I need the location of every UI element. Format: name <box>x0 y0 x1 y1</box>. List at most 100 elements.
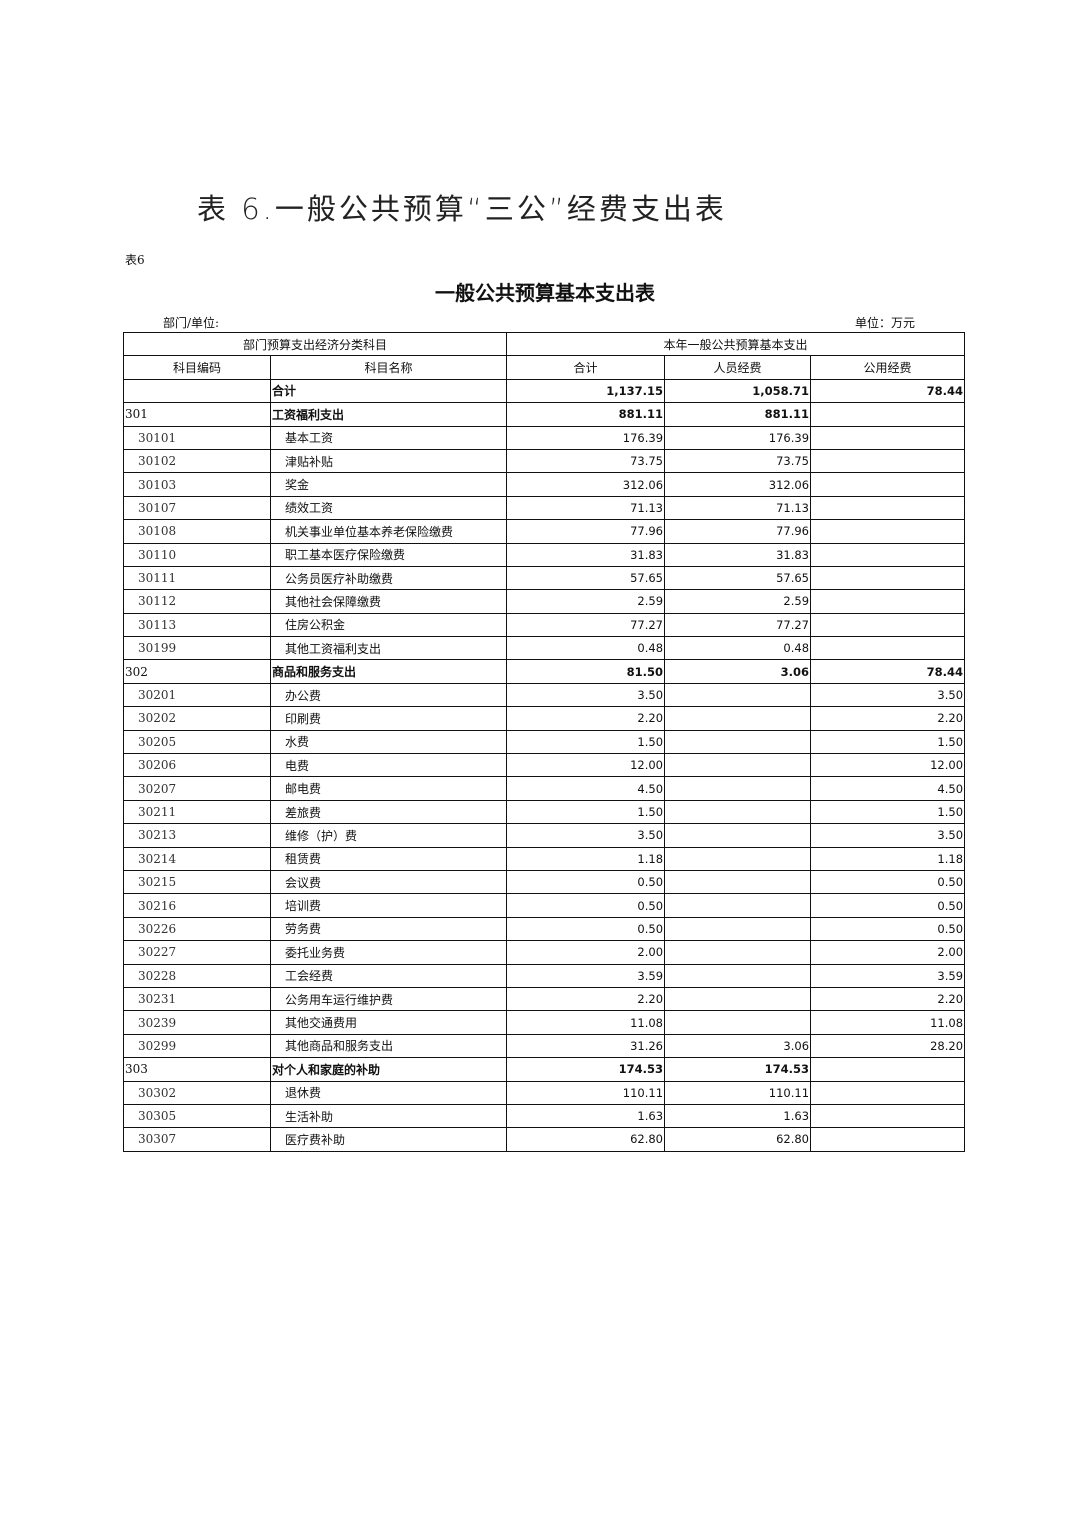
cell-personnel: 71.13 <box>664 495 812 521</box>
table-row: 30102 津贴补贴 73.75 73.75 <box>123 448 966 474</box>
cell-name: 津贴补贴 <box>269 448 508 474</box>
cell-total: 0.48 <box>506 636 666 661</box>
table-row: 30113 住房公积金 77.27 77.27 <box>123 612 966 638</box>
cell-personnel: 174.53 <box>664 1057 812 1082</box>
table-row: 30228 工会经费 3.59 3.59 <box>123 963 966 988</box>
cell-name: 商品和服务支出 <box>269 659 508 684</box>
cell-personnel <box>664 799 812 825</box>
table-row: 30231 公务用车运行维护费 2.20 2.20 <box>123 986 966 1012</box>
header-columns-row: 科目编码 科目名称 合计 人员经费 公用经费 <box>123 355 966 380</box>
cell-total: 1,137.15 <box>506 378 666 404</box>
cell-personnel: 3.06 <box>664 1033 812 1059</box>
cell-personnel <box>664 753 812 778</box>
cell-personnel <box>664 940 812 965</box>
cell-total: 2.59 <box>506 589 666 614</box>
cell-total: 62.80 <box>506 1127 666 1152</box>
cell-total: 1.50 <box>506 799 666 825</box>
cell-code: 30214 <box>123 846 271 871</box>
cell-personnel: 0.48 <box>664 636 812 661</box>
table-row: 30216 培训费 0.50 0.50 <box>123 893 966 918</box>
table-row: 30227 委托业务费 2.00 2.00 <box>123 940 966 965</box>
cell-public <box>810 1103 966 1129</box>
cell-public <box>810 636 966 661</box>
cell-personnel: 77.27 <box>664 612 812 638</box>
cell-public: 0.50 <box>810 893 966 918</box>
table-row: 301 工资福利支出 881.11 881.11 <box>123 402 966 427</box>
cell-public <box>810 472 966 497</box>
header-group-right: 本年一般公共预算基本支出 <box>506 331 966 357</box>
cell-code: 30201 <box>123 682 271 708</box>
cell-name: 其他工资福利支出 <box>269 636 508 661</box>
table-row: 30107 绩效工资 71.13 71.13 <box>123 495 966 521</box>
cell-public: 2.20 <box>810 706 966 731</box>
cell-personnel: 3.06 <box>664 659 812 684</box>
cell-public <box>810 425 966 450</box>
cell-public: 78.44 <box>810 378 966 404</box>
cell-personnel: 110.11 <box>664 1080 812 1105</box>
cell-code: 30226 <box>123 916 271 942</box>
table-row: 30103 奖金 312.06 312.06 <box>123 472 966 497</box>
cell-public <box>810 1127 966 1152</box>
cell-name: 其他社会保障缴费 <box>269 589 508 614</box>
cell-total: 881.11 <box>506 402 666 427</box>
cell-public <box>810 589 966 614</box>
cell-public: 11.08 <box>810 1010 966 1035</box>
cell-name: 培训费 <box>269 893 508 918</box>
cell-public <box>810 565 966 591</box>
cell-public: 28.20 <box>810 1033 966 1059</box>
cell-personnel <box>664 916 812 942</box>
cell-public: 3.59 <box>810 963 966 988</box>
cell-name: 生活补助 <box>269 1103 508 1129</box>
cell-personnel: 176.39 <box>664 425 812 450</box>
cell-public <box>810 402 966 427</box>
cell-personnel: 312.06 <box>664 472 812 497</box>
cell-code: 30206 <box>123 753 271 778</box>
cell-total: 4.50 <box>506 776 666 801</box>
cell-name: 绩效工资 <box>269 495 508 521</box>
cell-code: 301 <box>123 402 271 427</box>
cell-public <box>810 495 966 521</box>
cell-total: 3.59 <box>506 963 666 988</box>
cell-name: 合计 <box>269 378 508 404</box>
cell-personnel <box>664 1010 812 1035</box>
table-title: 一般公共预算基本支出表 <box>435 281 655 305</box>
cell-public <box>810 448 966 474</box>
cell-code: 30227 <box>123 940 271 965</box>
cell-personnel <box>664 729 812 755</box>
cell-name: 印刷费 <box>269 706 508 731</box>
table-row: 30307 医疗费补助 62.80 62.80 <box>123 1127 966 1152</box>
cell-public: 12.00 <box>810 753 966 778</box>
column-header-code: 科目编码 <box>123 355 271 380</box>
table-row: 合计 1,137.15 1,058.71 78.44 <box>123 378 966 404</box>
column-header-total: 合计 <box>506 355 666 380</box>
cell-public <box>810 542 966 567</box>
cell-name: 奖金 <box>269 472 508 497</box>
table-row: 30205 水费 1.50 1.50 <box>123 729 966 755</box>
cell-code: 30113 <box>123 612 271 638</box>
cell-public <box>810 519 966 544</box>
cell-personnel <box>664 682 812 708</box>
cell-code: 30102 <box>123 448 271 474</box>
table-row: 30214 租赁费 1.18 1.18 <box>123 846 966 871</box>
cell-public: 1.50 <box>810 729 966 755</box>
cell-personnel <box>664 893 812 918</box>
cell-personnel: 77.96 <box>664 519 812 544</box>
cell-personnel: 57.65 <box>664 565 812 591</box>
cell-personnel: 881.11 <box>664 402 812 427</box>
table-row: 30215 会议费 0.50 0.50 <box>123 869 966 895</box>
cell-name: 会议费 <box>269 869 508 895</box>
cell-total: 3.50 <box>506 682 666 708</box>
cell-name: 委托业务费 <box>269 940 508 965</box>
table-row: 30239 其他交通费用 11.08 11.08 <box>123 1010 966 1035</box>
cell-code: 30103 <box>123 472 271 497</box>
cell-code: 30207 <box>123 776 271 801</box>
table-row: 30299 其他商品和服务支出 31.26 3.06 28.20 <box>123 1033 966 1059</box>
cell-personnel <box>664 986 812 1012</box>
column-header-public: 公用经费 <box>810 355 966 380</box>
cell-name: 工会经费 <box>269 963 508 988</box>
cell-public: 1.50 <box>810 799 966 825</box>
cell-personnel <box>664 823 812 848</box>
cell-code: 30199 <box>123 636 271 661</box>
cell-total: 31.26 <box>506 1033 666 1059</box>
